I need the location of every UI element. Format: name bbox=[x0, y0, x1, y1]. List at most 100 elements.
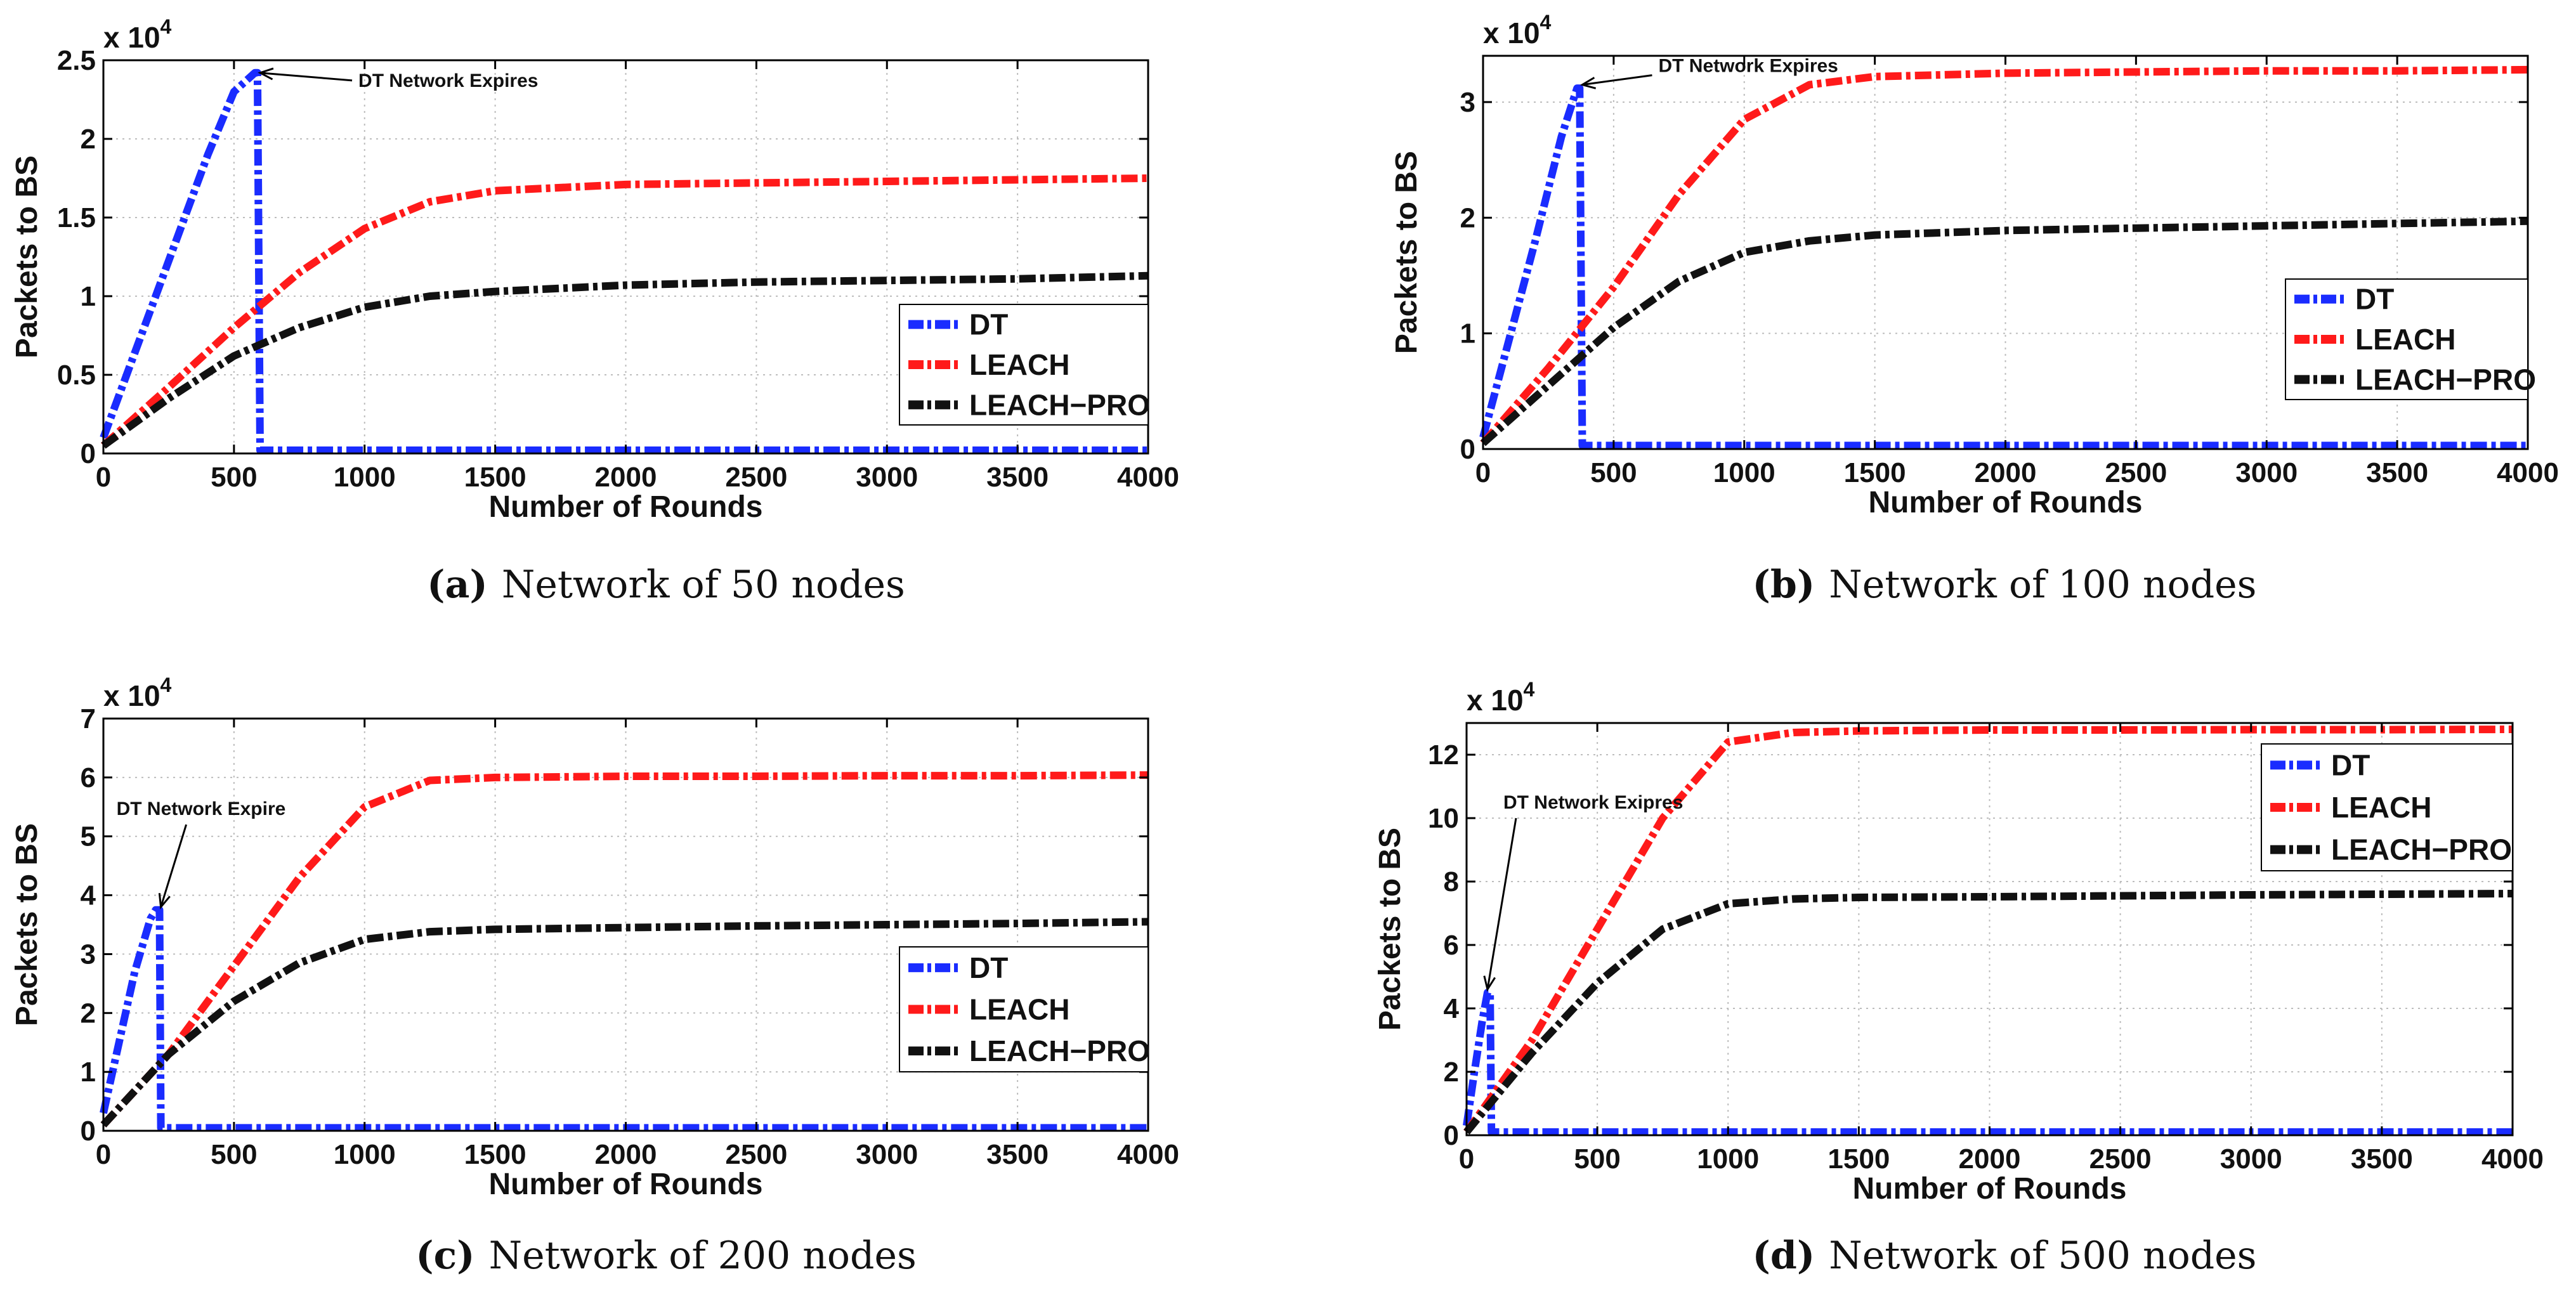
series-line-dt bbox=[100, 906, 1148, 1132]
figure-caption: (c) Network of 200 nodes bbox=[415, 1234, 917, 1278]
x-tick-label: 2000 bbox=[1959, 1143, 2021, 1175]
x-tick-label: 2500 bbox=[2105, 457, 2167, 488]
caption-tag: (a) bbox=[427, 563, 488, 607]
x-axis-label: Number of Rounds bbox=[1869, 486, 2143, 519]
series-line-leach-pro bbox=[100, 918, 1149, 1128]
caption-tag: (c) bbox=[415, 1234, 474, 1278]
y-tick-label: 2 bbox=[1444, 1057, 1459, 1088]
y-tick-label: 8 bbox=[1444, 866, 1459, 897]
legend-label: DT bbox=[969, 951, 1008, 984]
series-line-leach-pro bbox=[1463, 890, 2513, 1135]
x-tick-label: 1500 bbox=[1827, 1143, 1890, 1175]
y-exponent-power: 4 bbox=[160, 15, 172, 38]
y-tick-label: 2 bbox=[81, 998, 96, 1029]
x-axis-label: Number of Rounds bbox=[1853, 1172, 2127, 1206]
y-tick-label: 12 bbox=[1428, 739, 1459, 771]
legend-label: DT bbox=[2331, 748, 2370, 781]
x-tick-label: 1500 bbox=[464, 462, 526, 493]
chart-panel-a: 0 500 1000 1500 2000 2500 3000 3500 4000 0 0.5 1 1.5… bbox=[10, 15, 1179, 607]
y-axis-label: Packets to BS bbox=[1390, 151, 1423, 354]
y-tick-label: 3 bbox=[81, 939, 96, 970]
annotation-text: DT Network Expire bbox=[117, 798, 286, 819]
x-tick-label: 2500 bbox=[2089, 1143, 2152, 1175]
annotation-text: DT Network Expires bbox=[1658, 56, 1838, 77]
y-tick-label: 3 bbox=[1460, 87, 1475, 118]
annotation-arrow-line bbox=[1582, 74, 1652, 86]
figure-caption: (b) Network of 100 nodes bbox=[1753, 563, 2257, 607]
y-exponent-power: 4 bbox=[1540, 11, 1552, 34]
x-tick-label: 4000 bbox=[2497, 457, 2559, 488]
annotation-arrow-line bbox=[259, 72, 353, 82]
caption-text: Network of 200 nodes bbox=[489, 1234, 917, 1278]
caption-text: Network of 100 nodes bbox=[1829, 563, 2256, 607]
x-tick-label: 1500 bbox=[1844, 457, 1906, 488]
caption-tag: (d) bbox=[1753, 1234, 1815, 1278]
x-tick-label: 3000 bbox=[856, 1139, 918, 1170]
y-tick-label: 6 bbox=[1444, 930, 1459, 961]
legend-label: LEACH bbox=[2355, 323, 2455, 356]
annotation-arrow-head bbox=[1579, 77, 1597, 89]
y-tick-label: 4 bbox=[81, 880, 96, 911]
x-tick-label: 3500 bbox=[2366, 457, 2428, 488]
y-tick-label: 7 bbox=[81, 703, 96, 734]
figure-caption: (d) Network of 500 nodes bbox=[1753, 1234, 2257, 1278]
annotation-arrow-line bbox=[1486, 817, 1517, 990]
x-tick-label: 2000 bbox=[595, 1139, 657, 1170]
x-tick-label: 0 bbox=[96, 1139, 111, 1170]
legend-label: DT bbox=[2355, 283, 2394, 316]
series-line-leach bbox=[100, 771, 1149, 1128]
caption-text: Network of 500 nodes bbox=[1829, 1234, 2256, 1278]
y-exponent-label: x 104 bbox=[1467, 678, 1535, 717]
y-exponent-base: x 10 bbox=[1483, 16, 1540, 49]
y-exponent-label: x 104 bbox=[103, 15, 172, 54]
y-tick-label: 0 bbox=[81, 438, 96, 469]
x-axis-label: Number of Rounds bbox=[489, 1168, 763, 1201]
y-exponent-base: x 10 bbox=[1467, 684, 1524, 717]
annotation-arrow-head bbox=[258, 67, 274, 81]
y-tick-label: 0 bbox=[1460, 434, 1475, 465]
x-tick-label: 0 bbox=[1475, 457, 1491, 488]
x-tick-label: 2000 bbox=[595, 462, 657, 493]
y-tick-label: 1 bbox=[81, 1057, 96, 1088]
legend-label: LEACH bbox=[969, 993, 1069, 1026]
y-tick-label: 1 bbox=[1460, 318, 1475, 349]
y-tick-label: 0 bbox=[81, 1116, 96, 1147]
x-tick-label: 500 bbox=[1574, 1143, 1620, 1175]
y-exponent-base: x 10 bbox=[103, 679, 160, 712]
series-line-leach bbox=[1480, 65, 2528, 446]
chart-panel-b: 0 500 1000 1500 2000 2500 3000 3500 4000 0 1 2 3 x 10… bbox=[1390, 11, 2559, 607]
x-tick-label: 500 bbox=[1590, 457, 1637, 488]
x-tick-label: 2500 bbox=[725, 462, 787, 493]
chart-panel-c: 0 500 1000 1500 2000 2500 3000 3500 4000 0 1 2 3 4 5 6 7… bbox=[10, 674, 1179, 1278]
y-exponent-power: 4 bbox=[1524, 678, 1535, 701]
annotation-text: DT Network Expires bbox=[358, 70, 538, 91]
x-tick-label: 1000 bbox=[334, 1139, 396, 1170]
x-tick-label: 4000 bbox=[2481, 1143, 2544, 1175]
y-tick-label: 0.5 bbox=[57, 360, 96, 391]
y-tick-label: 0 bbox=[1444, 1120, 1459, 1151]
y-tick-label: 2 bbox=[81, 124, 96, 155]
legend-label: LEACH−PRO bbox=[969, 1034, 1150, 1067]
x-tick-label: 1500 bbox=[464, 1139, 526, 1170]
series-line-leach-pro bbox=[101, 271, 1149, 449]
x-tick-label: 3000 bbox=[856, 462, 918, 493]
caption-text: Network of 50 nodes bbox=[502, 563, 905, 607]
annotation-text: DT Network Exipres bbox=[1503, 792, 1683, 813]
y-exponent-base: x 10 bbox=[103, 21, 160, 54]
y-tick-label: 4 bbox=[1444, 993, 1460, 1024]
annotation-arrow-head bbox=[1483, 975, 1496, 992]
y-tick-label: 1 bbox=[81, 281, 96, 312]
y-tick-label: 2 bbox=[1460, 202, 1475, 233]
y-axis-label: Packets to BS bbox=[1373, 828, 1407, 1031]
x-tick-label: 0 bbox=[96, 462, 111, 493]
y-tick-label: 1.5 bbox=[57, 202, 96, 233]
series-line-dt bbox=[1479, 84, 2528, 450]
x-tick-label: 3000 bbox=[2220, 1143, 2282, 1175]
chart-panel-d: 0 500 1000 1500 2000 2500 3000 3500 4000 0 2 4 6 8 10 1… bbox=[1373, 678, 2544, 1278]
series-line-leach-pro bbox=[1481, 217, 2528, 446]
y-tick-label: 6 bbox=[81, 762, 96, 793]
x-axis-label: Number of Rounds bbox=[489, 490, 763, 524]
x-tick-label: 500 bbox=[211, 462, 257, 493]
x-tick-label: 3500 bbox=[986, 1139, 1049, 1170]
